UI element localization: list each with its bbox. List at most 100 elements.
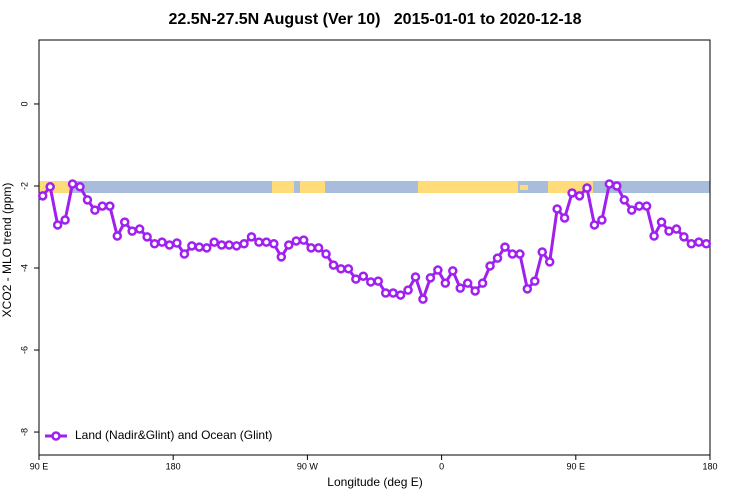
data-point: [582, 183, 592, 193]
data-point: [366, 277, 376, 287]
data-point: [679, 232, 689, 242]
data-point: [149, 239, 160, 249]
data-point: [462, 278, 473, 288]
map-strip: [39, 181, 710, 193]
y-tick-label: 0: [19, 101, 29, 106]
data-point: [127, 226, 137, 236]
legend-label: Land (Nadir&Glint) and Ocean (Glint): [75, 428, 272, 442]
data-point: [112, 231, 123, 241]
y-tick-label: -6: [19, 346, 29, 354]
data-point: [194, 242, 205, 252]
data-point: [701, 239, 712, 249]
y-tick-label: -8: [19, 428, 29, 436]
data-point: [455, 283, 465, 293]
y-axis-label: XCO2 - MLO trend (ppm): [0, 183, 14, 318]
data-point: [515, 249, 525, 259]
x-tick-label: 0: [439, 461, 444, 471]
y-tick-label: -4: [19, 264, 29, 272]
data-point: [179, 249, 190, 259]
x-tick-label: 180: [702, 461, 717, 471]
data-point: [530, 276, 540, 286]
data-point: [134, 224, 145, 234]
legend-marker: [51, 431, 61, 441]
data-point: [164, 240, 175, 250]
data-point: [559, 213, 570, 223]
data-point: [351, 274, 361, 284]
data-point: [686, 239, 697, 249]
data-point: [395, 290, 406, 300]
data-point: [119, 217, 130, 227]
data-point: [284, 240, 294, 250]
data-point: [373, 276, 383, 286]
data-point: [75, 182, 85, 192]
data-point: [298, 235, 309, 245]
data-point: [313, 243, 324, 253]
data-point: [626, 205, 637, 215]
x-axis-label: Longitude (deg E): [327, 475, 422, 489]
data-point: [649, 231, 659, 241]
data-point: [641, 201, 652, 211]
data-point: [664, 226, 674, 236]
data-point: [544, 257, 555, 267]
data-point: [97, 201, 108, 211]
data-point: [90, 205, 100, 215]
data-point: [82, 195, 93, 205]
plot-frame: [38, 39, 711, 456]
data-point: [328, 260, 339, 270]
data-point: [604, 179, 615, 189]
data-point: [67, 179, 78, 189]
data-point: [202, 243, 212, 253]
data-point: [380, 288, 391, 298]
data-point: [358, 271, 369, 281]
data-point: [507, 249, 518, 259]
data-point: [291, 236, 301, 246]
data-point: [246, 232, 257, 242]
data-point: [269, 239, 279, 249]
data-point: [589, 220, 600, 230]
data-point: [433, 265, 443, 275]
data-point: [276, 252, 287, 262]
data-point: [634, 201, 644, 211]
data-point: [470, 286, 480, 296]
data-point: [105, 201, 115, 211]
data-point: [187, 241, 197, 251]
data-point: [537, 247, 547, 257]
data-point: [410, 272, 421, 282]
data-point: [500, 242, 510, 252]
data-point: [306, 243, 316, 253]
data-point: [142, 232, 152, 242]
data-point: [567, 188, 577, 198]
y-tick-label: -2: [19, 182, 29, 190]
x-tick-label: 180: [166, 461, 181, 471]
data-point: [209, 237, 219, 247]
data-point: [425, 273, 436, 283]
data-point: [485, 261, 495, 271]
x-tick-label: 90 E: [567, 461, 586, 471]
data-point: [37, 191, 48, 201]
data-point: [574, 191, 585, 201]
data-point: [254, 237, 264, 247]
data-point: [612, 181, 622, 191]
data-point: [239, 239, 249, 249]
data-point: [52, 220, 63, 230]
data-point: [336, 264, 346, 274]
data-point: [448, 266, 458, 276]
data-point: [261, 237, 272, 247]
data-point: [597, 215, 607, 225]
data-point: [492, 253, 503, 263]
data-point: [60, 215, 70, 225]
data-point: [477, 278, 488, 288]
data-point: [522, 284, 533, 294]
chart-title: 22.5N-27.5N August (Ver 10) 2015-01-01 t…: [169, 11, 582, 28]
data-point: [45, 182, 55, 192]
data-point: [671, 224, 682, 234]
data-point: [157, 237, 167, 247]
data-point: [418, 294, 428, 304]
data-point: [694, 237, 704, 247]
data-point: [388, 288, 398, 298]
data-point: [656, 217, 667, 227]
x-tick-label: 90 W: [297, 461, 319, 471]
data-point: [216, 240, 227, 250]
